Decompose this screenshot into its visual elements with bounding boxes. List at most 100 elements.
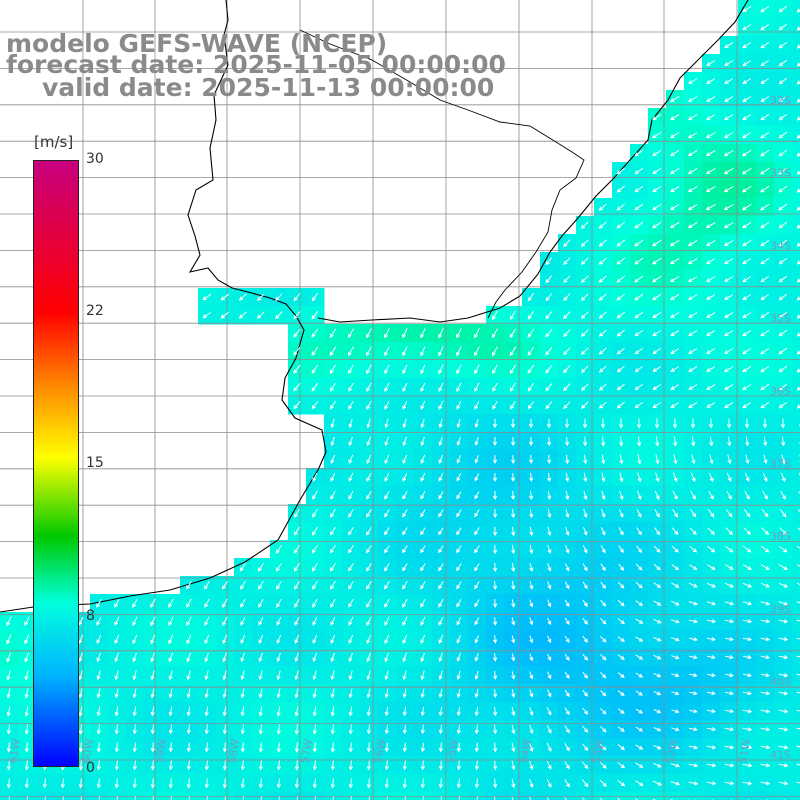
wind-arrow xyxy=(474,742,480,753)
wind-arrow xyxy=(294,760,300,771)
wind-arrow xyxy=(652,384,661,390)
wind-arrow xyxy=(724,258,734,265)
wind-arrow xyxy=(438,778,444,789)
wind-arrow xyxy=(634,239,644,247)
wind-arrow xyxy=(563,329,571,338)
wind-arrow xyxy=(742,637,753,642)
wind-arrow xyxy=(778,401,787,409)
wind-arrow xyxy=(258,598,264,608)
wind-arrow xyxy=(705,149,716,157)
latitude-labels: 32S 33S 34S 35S 36S 37S 38S 39S 40S 41S xyxy=(770,94,791,761)
wind-arrow xyxy=(742,384,752,391)
wind-arrow xyxy=(582,761,589,770)
wind-arrow xyxy=(546,760,552,770)
wind-arrow xyxy=(726,490,732,500)
wind-arrow xyxy=(6,652,12,663)
wind-arrow xyxy=(474,581,480,590)
wind-arrow xyxy=(760,691,771,696)
wind-arrow xyxy=(564,707,570,716)
wind-arrow xyxy=(582,635,588,643)
speed-cell xyxy=(792,702,800,721)
wind-arrow xyxy=(311,401,319,410)
wind-arrow xyxy=(511,742,516,753)
wind-arrow xyxy=(670,600,680,606)
longitude-label: 54W xyxy=(517,738,534,765)
wind-arrow xyxy=(635,563,643,571)
wind-arrow xyxy=(132,760,138,771)
wind-arrow xyxy=(600,436,606,447)
wind-arrow xyxy=(546,436,552,447)
wind-arrow xyxy=(688,402,698,408)
wind-arrow xyxy=(24,724,29,735)
wind-arrow xyxy=(347,346,354,357)
wind-arrow xyxy=(24,760,30,771)
wind-arrow xyxy=(778,601,789,606)
wind-arrow xyxy=(634,167,644,175)
wind-arrow xyxy=(778,564,788,570)
wind-arrow xyxy=(778,95,787,103)
wind-arrow xyxy=(474,328,480,339)
wind-arrow xyxy=(742,601,753,606)
wind-arrow xyxy=(348,527,354,536)
wind-arrow xyxy=(186,616,192,627)
wind-arrow xyxy=(294,706,299,717)
wind-arrow xyxy=(599,725,607,733)
wind-arrow xyxy=(420,760,426,771)
wind-arrow xyxy=(96,616,102,626)
wind-arrow xyxy=(510,436,516,447)
wind-arrow xyxy=(688,727,698,732)
wind-arrow xyxy=(687,257,698,265)
wind-arrow xyxy=(240,598,246,608)
wind-arrow xyxy=(204,616,210,627)
longitude-label: 52W xyxy=(663,738,680,765)
wind-arrow xyxy=(294,580,300,590)
wind-arrow xyxy=(741,185,752,193)
wind-arrow xyxy=(258,580,264,590)
wind-arrow xyxy=(688,781,699,786)
wind-arrow xyxy=(24,688,29,699)
wind-arrow xyxy=(312,472,318,482)
wind-arrow xyxy=(760,365,770,373)
wind-arrow xyxy=(760,239,770,247)
wind-arrow xyxy=(384,382,390,393)
wind-arrow xyxy=(312,778,318,789)
wind-arrow xyxy=(652,402,661,409)
wind-arrow xyxy=(636,490,642,501)
wind-arrow xyxy=(760,564,770,570)
wind-arrow xyxy=(168,742,174,753)
wind-arrow xyxy=(616,311,626,319)
wind-arrow xyxy=(742,402,752,409)
latitude-label: 36S xyxy=(770,385,791,398)
wind-arrow xyxy=(456,382,462,393)
wind-arrow xyxy=(763,436,768,447)
wind-arrow xyxy=(619,454,624,465)
speed-cell xyxy=(792,288,800,307)
wind-arrow xyxy=(598,383,607,391)
wind-arrow xyxy=(778,691,789,696)
wind-arrow xyxy=(761,509,769,518)
wind-arrow xyxy=(744,472,750,482)
wind-arrow xyxy=(670,167,680,175)
wind-arrow xyxy=(438,760,444,771)
wind-arrow xyxy=(687,294,698,301)
wind-arrow xyxy=(456,509,462,518)
wind-arrow xyxy=(652,185,662,193)
wind-arrow xyxy=(438,724,443,735)
wind-arrow xyxy=(528,473,534,482)
wind-arrow xyxy=(293,382,301,392)
wind-arrow xyxy=(294,652,299,663)
wind-arrow xyxy=(510,418,516,429)
wind-arrow xyxy=(329,544,336,554)
wind-arrow xyxy=(258,670,263,681)
wind-arrow xyxy=(329,562,336,572)
longitude-label: 55W xyxy=(444,738,461,765)
wind-arrow xyxy=(474,635,479,644)
wind-arrow xyxy=(529,724,534,734)
speed-cell xyxy=(792,180,800,199)
longitude-label: 60W xyxy=(79,738,96,765)
wind-arrow xyxy=(742,294,752,301)
wind-arrow xyxy=(493,778,498,789)
wind-arrow xyxy=(402,598,408,608)
wind-arrow xyxy=(778,673,789,678)
wind-arrow xyxy=(741,167,752,175)
